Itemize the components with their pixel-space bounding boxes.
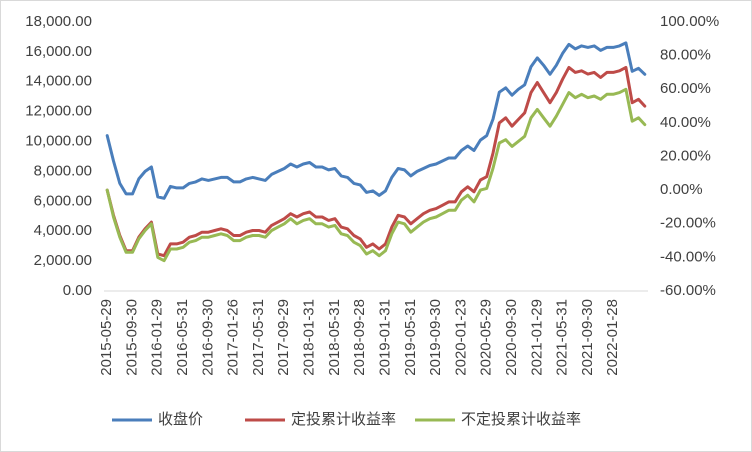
x-tick-label: 2015-09-30 [123, 299, 140, 376]
y2-tick-label: -40.00% [660, 248, 716, 265]
legend-label: 定投累计收益率 [291, 411, 396, 428]
series-line [105, 87, 647, 263]
series-line [105, 41, 647, 200]
y2-tick-label: 80.00% [660, 47, 711, 64]
x-tick-label: 2022-01-28 [604, 299, 621, 376]
y-tick-label: 0.00 [63, 282, 92, 299]
x-tick-label: 2017-05-31 [250, 299, 267, 376]
x-tick-label: 2020-09-30 [503, 299, 520, 376]
y2-tick-label: 60.00% [660, 80, 711, 97]
y2-tick-label: 0.00% [660, 181, 703, 198]
y-tick-label: 18,000.00 [25, 13, 92, 30]
x-tick-label: 2016-01-29 [149, 299, 166, 376]
y2-tick-label: -20.00% [660, 215, 716, 232]
x-tick-label: 2021-05-31 [554, 299, 571, 376]
y-tick-label: 12,000.00 [25, 103, 92, 120]
y-tick-label: 4,000.00 [34, 222, 92, 239]
x-tick-label: 2018-01-31 [301, 299, 318, 376]
x-tick-label: 2017-01-26 [225, 299, 242, 376]
legend-label: 不定投累计收益率 [461, 411, 581, 428]
y-tick-label: 8,000.00 [34, 162, 92, 179]
x-tick-label: 2018-05-31 [326, 299, 343, 376]
y2-tick-label: 20.00% [660, 147, 711, 164]
y2-tick-label: 40.00% [660, 114, 711, 131]
x-tick-label: 2019-09-30 [427, 299, 444, 376]
y2-tick-label: -60.00% [660, 282, 716, 299]
x-tick-label: 2021-09-30 [579, 299, 596, 376]
y-tick-label: 14,000.00 [25, 73, 92, 90]
x-tick-label: 2016-05-31 [174, 299, 191, 376]
x-tick-label: 2020-05-29 [478, 299, 495, 376]
legend-label: 收盘价 [158, 410, 203, 428]
y-tick-label: 10,000.00 [25, 133, 92, 150]
x-tick-label: 2016-09-30 [199, 299, 216, 376]
y-tick-label: 2,000.00 [34, 252, 92, 269]
x-tick-label: 2015-05-29 [98, 299, 115, 376]
x-tick-label: 2018-09-28 [351, 299, 368, 376]
x-tick-label: 2017-09-29 [275, 299, 292, 376]
y-tick-label: 16,000.00 [25, 43, 92, 60]
x-tick-label: 2021-01-29 [528, 299, 545, 376]
x-tick-label: 2020-01-23 [452, 299, 469, 376]
y2-tick-label: 100.00% [660, 13, 719, 30]
series-line [105, 65, 647, 258]
x-tick-label: 2019-05-31 [402, 299, 419, 376]
y-tick-label: 6,000.00 [34, 192, 92, 209]
x-tick-label: 2019-01-31 [376, 299, 393, 376]
